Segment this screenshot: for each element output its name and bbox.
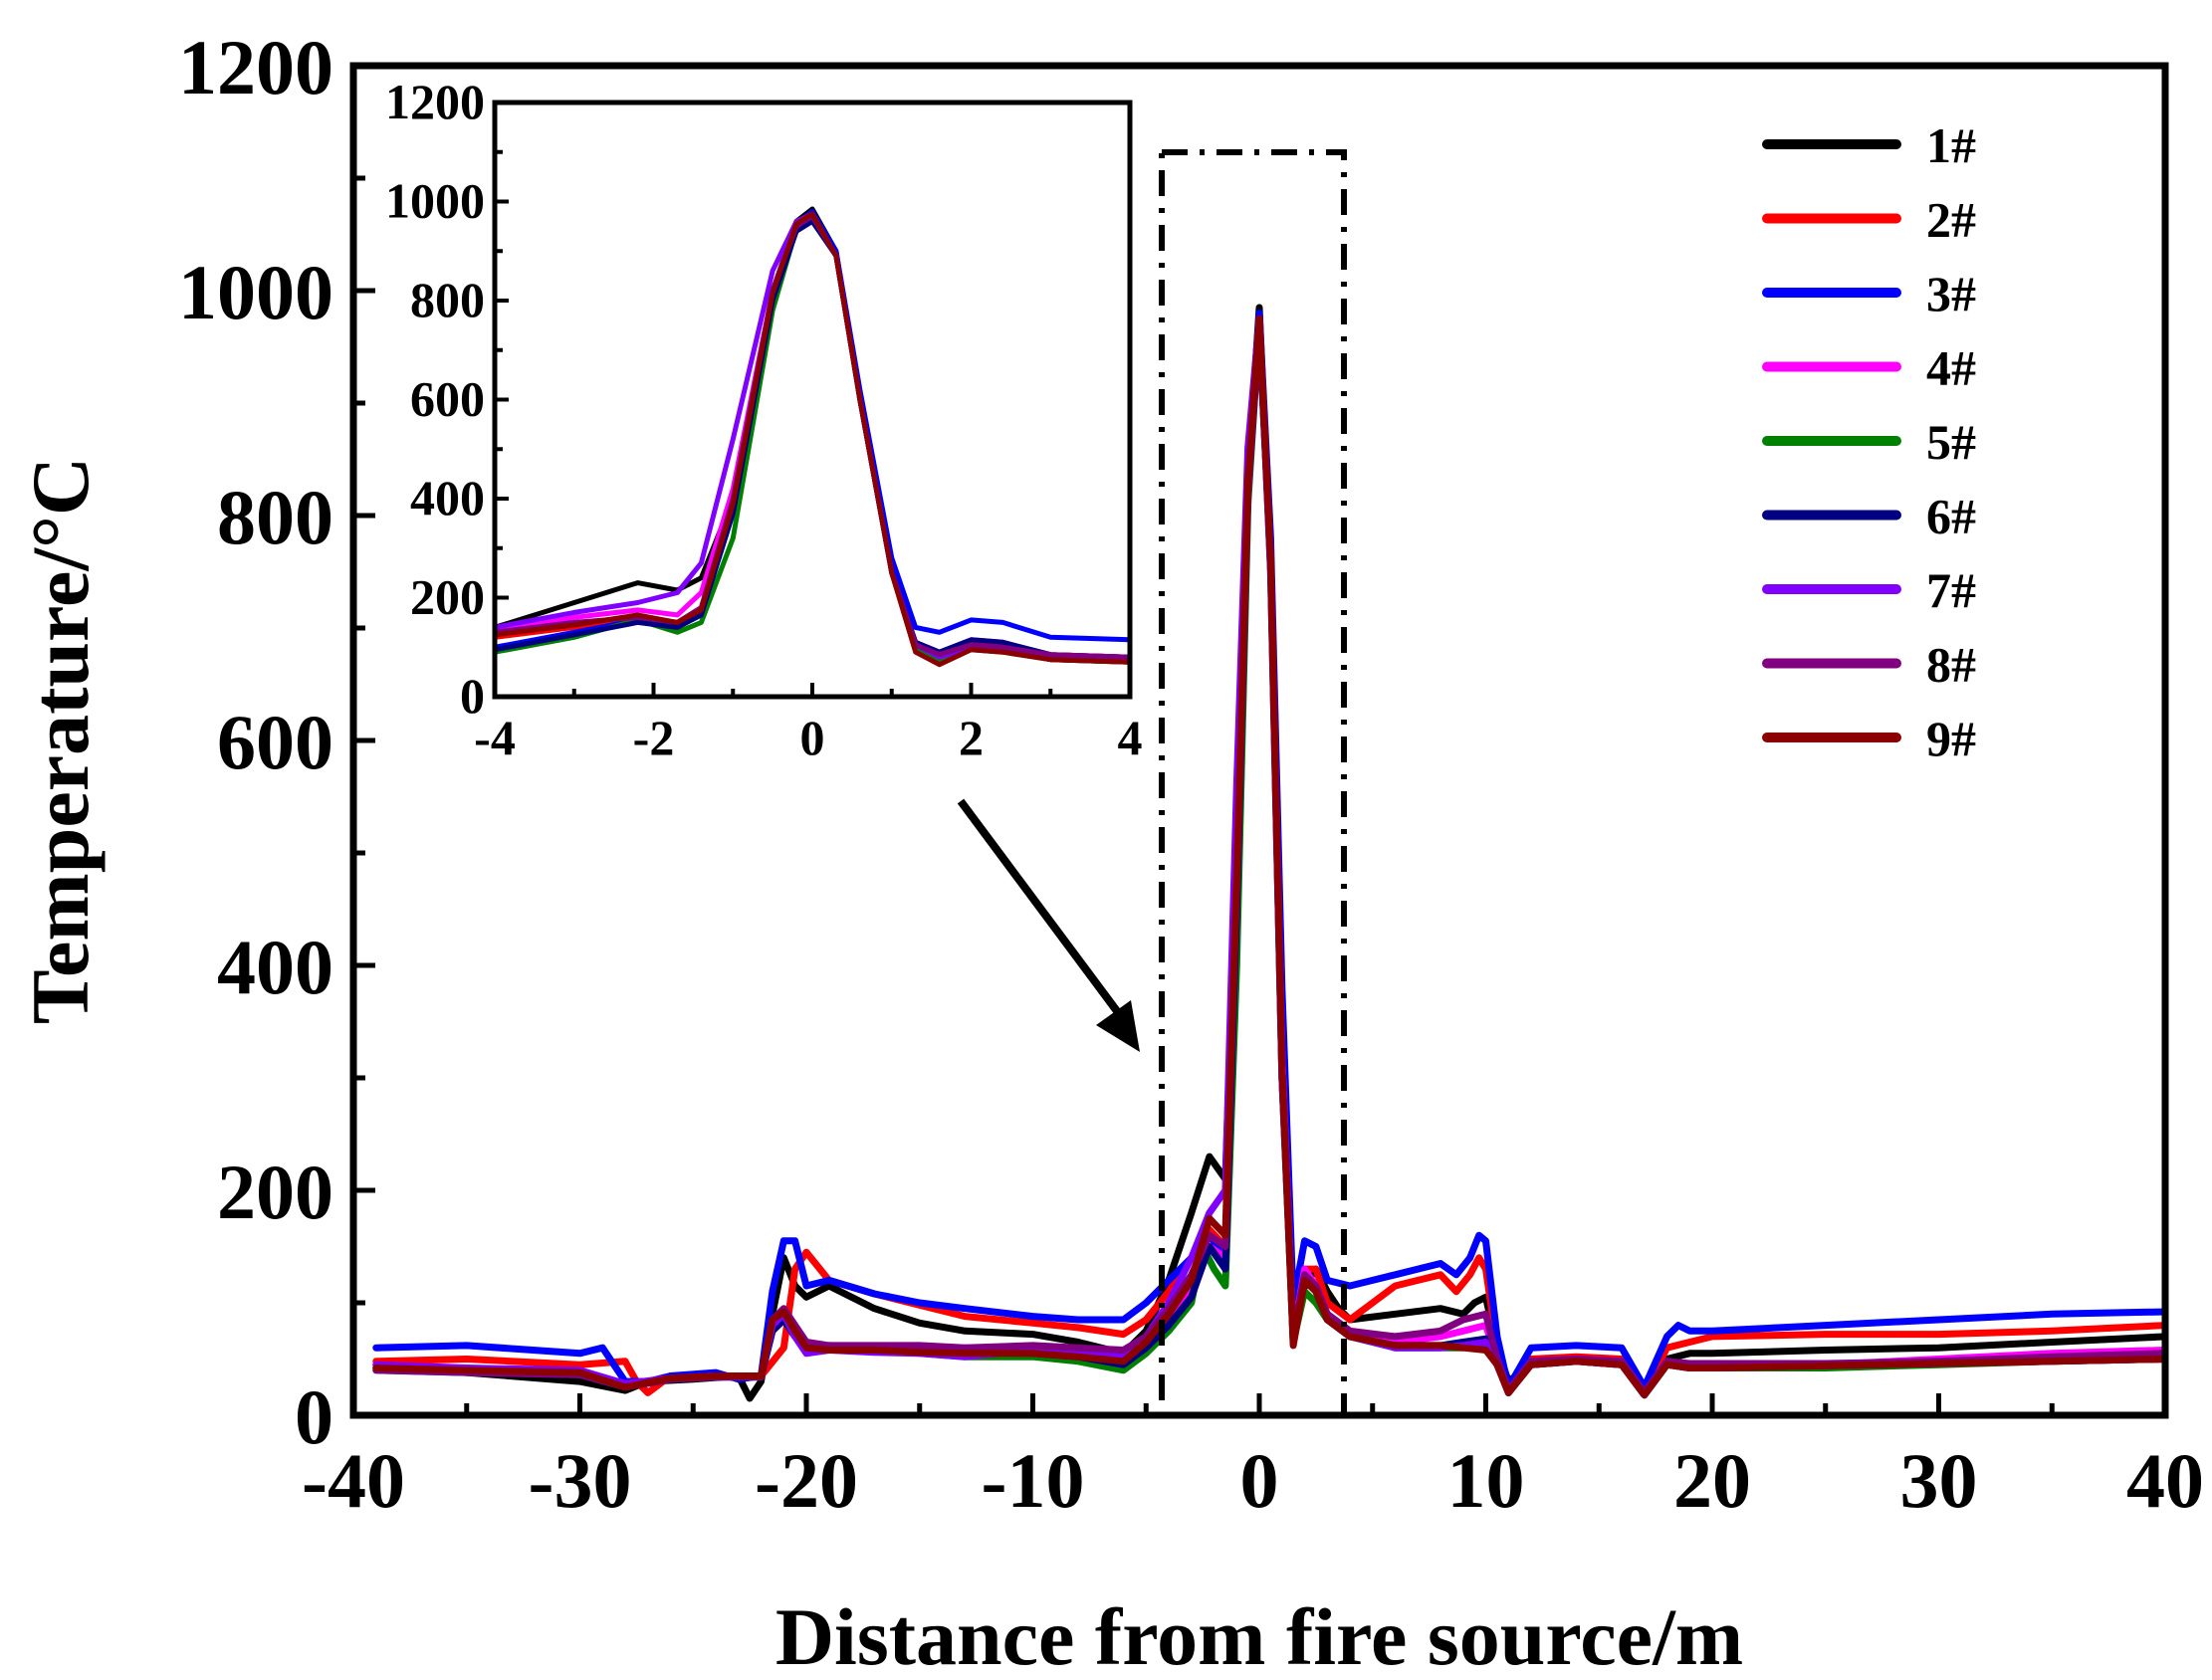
legend: 1# 2# 3# 4# 5# 6# 7# 8# 9#	[1762, 117, 1976, 766]
main-x-tick-label: 20	[1673, 1437, 1751, 1524]
legend-label-3: 3#	[1926, 266, 1976, 321]
inset-background	[495, 103, 1130, 697]
inset-x-tick-labels: -4 -2 0 2 4	[474, 710, 1142, 765]
main-x-tick-label: -20	[755, 1437, 858, 1524]
inset-y-tick-label: 400	[410, 470, 485, 525]
inset-y-tick-label: 200	[410, 569, 485, 625]
inset-y-tick-label: 800	[410, 272, 485, 327]
legend-label-9: 9#	[1926, 711, 1976, 766]
x-axis-title: Distance from fire source/m	[775, 1591, 1743, 1680]
legend-label-2: 2#	[1926, 192, 1976, 248]
inset-y-tick-label: 1200	[385, 74, 485, 129]
main-y-tick-label: 1000	[178, 249, 333, 335]
legend-label-4: 4#	[1926, 340, 1976, 396]
zoom-region-box	[1159, 149, 1347, 1418]
main-series-line-9	[372, 315, 2165, 1399]
legend-label-5: 5#	[1926, 414, 1976, 470]
inset-y-tick-labels: 0 200 400 600 800 1000 1200	[385, 74, 485, 724]
inset-x-tick-label: 0	[800, 710, 825, 765]
main-y-tick-labels: 0 200 400 600 800 1000 1200	[178, 24, 333, 1460]
inset-x-tick-label: 2	[959, 710, 984, 765]
inset-y-tick-label: 1000	[385, 173, 485, 229]
zoom-arrow	[957, 798, 1140, 1052]
inset-x-tick-label: -4	[474, 710, 516, 765]
legend-label-1: 1#	[1926, 117, 1976, 173]
main-y-tick-label: 400	[217, 924, 333, 1010]
inset-series-lines	[495, 206, 1130, 668]
inset-plot: -4 -2 0 2 4 0 200 400 600 800 1000 1200	[385, 74, 1143, 765]
main-y-tick-label: 1200	[178, 24, 333, 110]
main-plot-frame	[349, 62, 2169, 1419]
main-x-tick-label: 40	[2126, 1437, 2204, 1524]
legend-label-6: 6#	[1926, 489, 1976, 544]
main-x-tick-label: -30	[529, 1437, 632, 1524]
main-x-tick-label: -40	[302, 1437, 405, 1524]
legend-label-7: 7#	[1926, 562, 1976, 618]
main-series-lines	[372, 304, 2165, 1402]
main-plot: -40 -30 -20 -10 0 10 20 30 40 020040060080010001…	[178, 24, 2204, 1524]
main-x-tick-label: 10	[1447, 1437, 1525, 1524]
main-y-tick-label: 0	[295, 1373, 333, 1460]
main-x-tick-label: 0	[1240, 1437, 1279, 1524]
inset-y-tick-label: 600	[410, 371, 485, 427]
legend-label-8: 8#	[1926, 637, 1976, 693]
inset-x-tick-label: -2	[633, 710, 675, 765]
y-axis-title: Temperature/°C	[15, 457, 106, 1024]
main-y-tick-label: 800	[217, 474, 333, 560]
main-y-tick-label: 600	[217, 699, 333, 785]
inset-series-line-9	[495, 211, 1130, 668]
main-y-tick-label: 200	[217, 1149, 333, 1235]
inset-plot-frame	[492, 100, 1133, 700]
inset-y-tick-label: 0	[460, 668, 485, 724]
main-x-tick-label: 30	[1900, 1437, 1978, 1524]
inset-x-tick-label: 4	[1118, 710, 1143, 765]
main-x-tick-label: -10	[982, 1437, 1085, 1524]
main-x-tick-labels: -40 -30 -20 -10 0 10 20 30 40	[302, 1437, 2204, 1524]
